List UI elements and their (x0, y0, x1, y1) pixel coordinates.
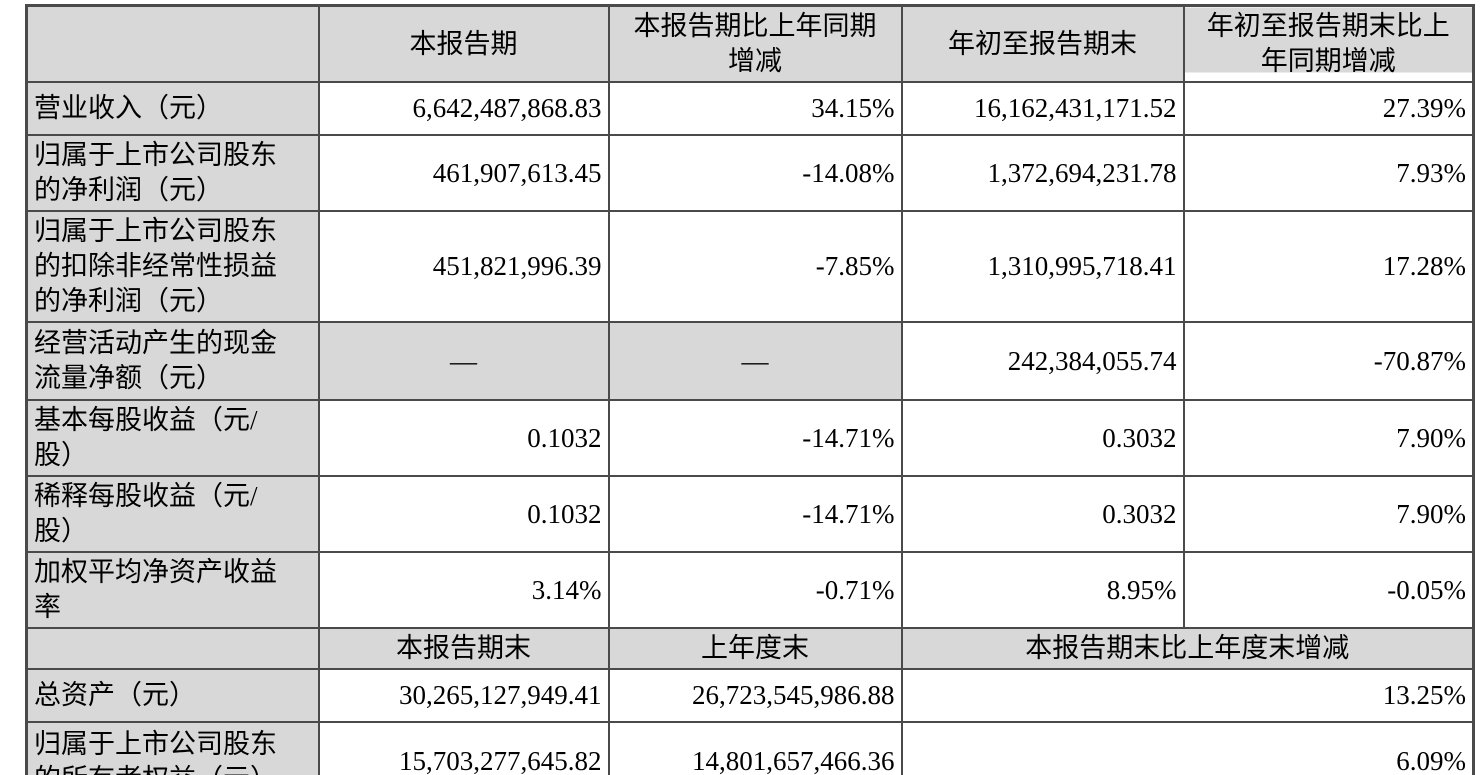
table-row-basic-eps: 基本每股收益（元/ 股） 0.1032 -14.71% 0.3032 7.90% (25, 399, 1475, 477)
header-blank-cell (25, 4, 320, 83)
deducted-net-profit-ytd-change: 17.28% (1182, 210, 1475, 323)
row-label-weighted-roe: 加权平均净资产收益 率 (25, 551, 320, 629)
diluted-eps-ytd-change: 7.90% (1182, 475, 1475, 553)
weighted-roe-current-value: 3.14% (317, 551, 610, 629)
row-label-revenue: 营业收入（元） (25, 81, 320, 136)
owners-equity-change: 6.09% (900, 721, 1475, 775)
cash-flow-current-value: — (317, 321, 610, 401)
basic-eps-current-change: -14.71% (607, 399, 903, 477)
revenue-ytd-value: 16,162,431,171.52 (900, 81, 1185, 136)
row-label-net-profit: 归属于上市公司股东 的净利润（元） (25, 134, 320, 212)
revenue-current-value: 6,642,487,868.83 (317, 81, 610, 136)
header-ytd: 年初至报告期末 (900, 4, 1185, 83)
cash-flow-ytd-change: -70.87% (1182, 321, 1475, 401)
header-balance-change: 本报告期末比上年度末增减 (900, 627, 1475, 670)
net-profit-ytd-value: 1,372,694,231.78 (900, 134, 1185, 212)
diluted-eps-current-value: 0.1032 (317, 475, 610, 553)
net-profit-current-change: -14.08% (607, 134, 903, 212)
net-profit-current-value: 461,907,613.45 (317, 134, 610, 212)
row-label-basic-eps: 基本每股收益（元/ 股） (25, 399, 320, 477)
row-label-diluted-eps: 稀释每股收益（元/ 股） (25, 475, 320, 553)
weighted-roe-ytd-value: 8.95% (900, 551, 1185, 629)
financial-summary-table: 本报告期 本报告期比上年同期 增减 年初至报告期末 年初至报告期末比上 年同期增… (25, 4, 1475, 775)
deducted-net-profit-current-value: 451,821,996.39 (317, 210, 610, 323)
basic-eps-current-value: 0.1032 (317, 399, 610, 477)
total-assets-end-of-last-year: 26,723,545,986.88 (607, 668, 903, 723)
table-row-weighted-roe: 加权平均净资产收益 率 3.14% -0.71% 8.95% -0.05% (25, 551, 1475, 629)
header-end-of-period: 本报告期末 (317, 627, 610, 670)
total-assets-end-of-period: 30,265,127,949.41 (317, 668, 610, 723)
cash-flow-current-change: — (607, 321, 903, 401)
header2-blank-cell (25, 627, 320, 670)
deducted-net-profit-ytd-value: 1,310,995,718.41 (900, 210, 1185, 323)
revenue-current-change: 34.15% (607, 81, 903, 136)
header-row-balance: 本报告期末 上年度末 本报告期末比上年度末增减 (25, 627, 1475, 670)
row-label-cash-flow: 经营活动产生的现金 流量净额（元） (25, 321, 320, 401)
row-label-owners-equity: 归属于上市公司股东 的所有者权益（元） (25, 721, 320, 775)
table-row-revenue: 营业收入（元） 6,642,487,868.83 34.15% 16,162,4… (25, 81, 1475, 136)
total-assets-change: 13.25% (900, 668, 1475, 723)
diluted-eps-current-change: -14.71% (607, 475, 903, 553)
header-row-period: 本报告期 本报告期比上年同期 增减 年初至报告期末 年初至报告期末比上 年同期增… (25, 4, 1475, 83)
owners-equity-end-of-last-year: 14,801,657,466.36 (607, 721, 903, 775)
table-row-cash-flow: 经营活动产生的现金 流量净额（元） — — 242,384,055.74 -70… (25, 321, 1475, 401)
table-row-net-profit: 归属于上市公司股东 的净利润（元） 461,907,613.45 -14.08%… (25, 134, 1475, 212)
table-row-total-assets: 总资产（元） 30,265,127,949.41 26,723,545,986.… (25, 668, 1475, 723)
basic-eps-ytd-value: 0.3032 (900, 399, 1185, 477)
weighted-roe-ytd-change: -0.05% (1182, 551, 1475, 629)
header-end-of-last-year: 上年度末 (607, 627, 903, 670)
revenue-ytd-change: 27.39% (1182, 81, 1475, 136)
owners-equity-end-of-period: 15,703,277,645.82 (317, 721, 610, 775)
cash-flow-ytd-value: 242,384,055.74 (900, 321, 1185, 401)
deducted-net-profit-current-change: -7.85% (607, 210, 903, 323)
table-row-owners-equity: 归属于上市公司股东 的所有者权益（元） 15,703,277,645.82 14… (25, 721, 1475, 775)
row-label-total-assets: 总资产（元） (25, 668, 320, 723)
weighted-roe-current-change: -0.71% (607, 551, 903, 629)
table-row-diluted-eps: 稀释每股收益（元/ 股） 0.1032 -14.71% 0.3032 7.90% (25, 475, 1475, 553)
table-row-deducted-net-profit: 归属于上市公司股东 的扣除非经常性损益 的净利润（元） 451,821,996.… (25, 210, 1475, 323)
header-ytd-vs-prior: 年初至报告期末比上 年同期增减 (1182, 4, 1475, 83)
diluted-eps-ytd-value: 0.3032 (900, 475, 1185, 553)
header-current-period: 本报告期 (317, 4, 610, 83)
basic-eps-ytd-change: 7.90% (1182, 399, 1475, 477)
row-label-deducted-net-profit: 归属于上市公司股东 的扣除非经常性损益 的净利润（元） (25, 210, 320, 323)
net-profit-ytd-change: 7.93% (1182, 134, 1475, 212)
header-current-vs-prior: 本报告期比上年同期 增减 (607, 4, 903, 83)
